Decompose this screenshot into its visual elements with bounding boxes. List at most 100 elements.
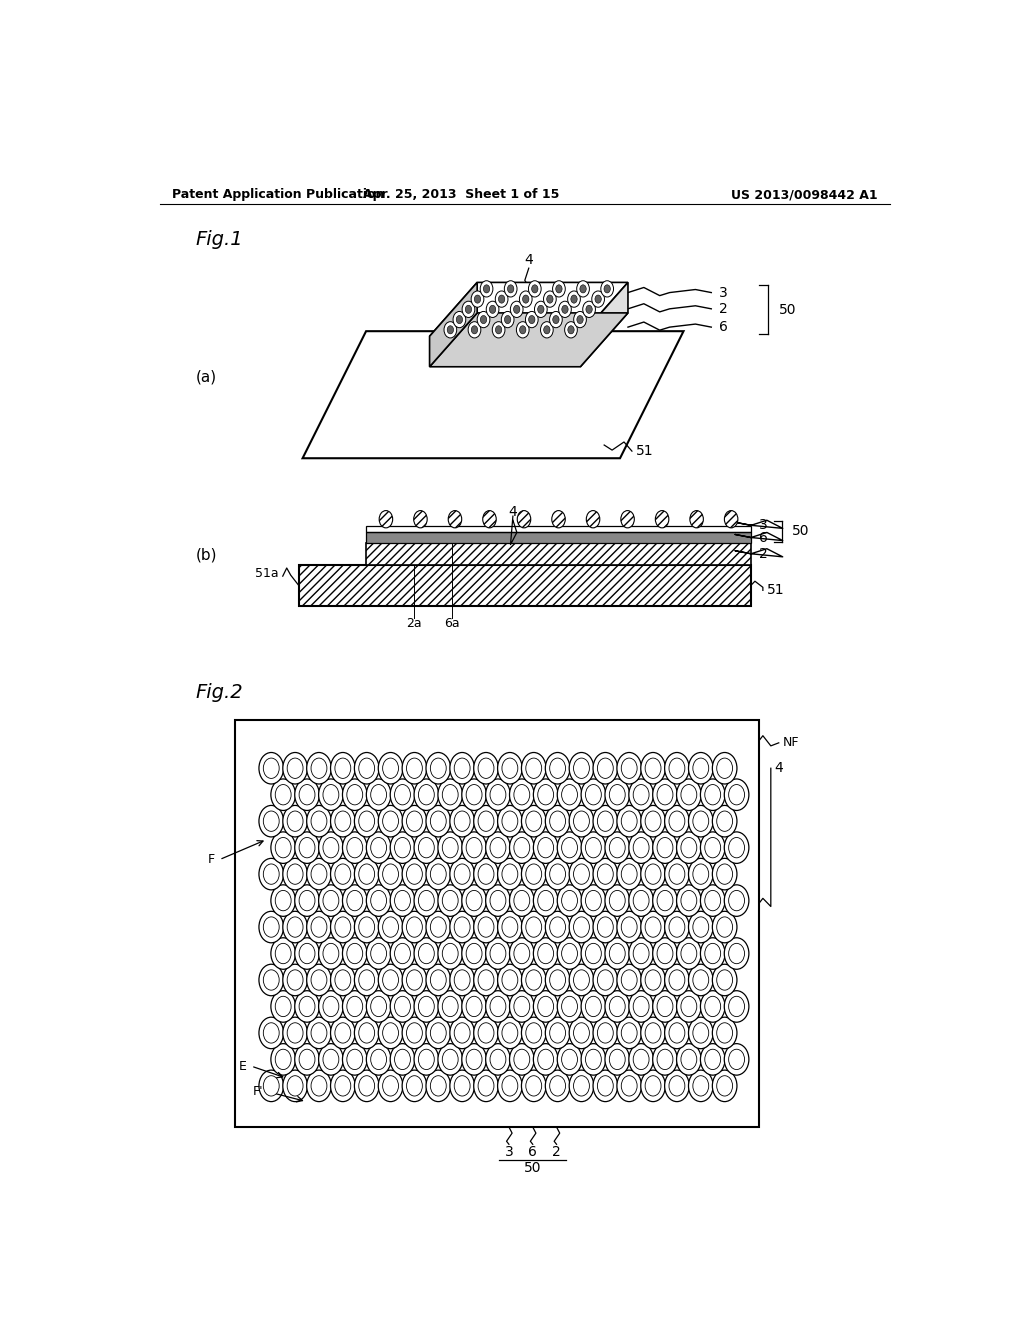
Text: (a): (a) (196, 370, 217, 384)
Circle shape (419, 837, 434, 858)
Circle shape (633, 837, 649, 858)
Circle shape (717, 917, 732, 937)
Circle shape (641, 752, 666, 784)
Circle shape (729, 944, 744, 964)
Circle shape (354, 858, 379, 890)
Circle shape (665, 1018, 689, 1048)
Circle shape (622, 917, 637, 937)
Bar (367, 532, 751, 543)
Circle shape (462, 991, 486, 1022)
Circle shape (605, 832, 630, 863)
Circle shape (407, 810, 422, 832)
Circle shape (323, 944, 339, 964)
Text: 3: 3 (759, 519, 768, 532)
Circle shape (295, 1044, 319, 1076)
Circle shape (442, 944, 458, 964)
Circle shape (581, 884, 606, 916)
Circle shape (669, 810, 685, 832)
Circle shape (414, 937, 438, 969)
Circle shape (371, 891, 387, 911)
Circle shape (652, 991, 677, 1022)
Circle shape (573, 865, 590, 884)
Circle shape (486, 301, 499, 318)
Text: US 2013/0098442 A1: US 2013/0098442 A1 (731, 189, 878, 202)
Circle shape (546, 911, 570, 942)
Circle shape (383, 970, 398, 990)
Text: 2: 2 (552, 1146, 561, 1159)
Circle shape (371, 837, 387, 858)
Circle shape (478, 917, 494, 937)
Circle shape (498, 858, 522, 890)
Circle shape (342, 884, 367, 916)
Circle shape (622, 1023, 637, 1043)
Circle shape (354, 752, 379, 784)
Circle shape (430, 865, 446, 884)
Circle shape (430, 810, 446, 832)
Circle shape (390, 832, 415, 863)
Circle shape (299, 944, 315, 964)
Circle shape (347, 944, 362, 964)
Circle shape (490, 837, 506, 858)
Circle shape (502, 970, 518, 990)
Circle shape (717, 1076, 732, 1096)
Circle shape (550, 1076, 565, 1096)
Circle shape (641, 805, 666, 837)
Circle shape (367, 884, 391, 916)
Circle shape (700, 1044, 725, 1076)
Circle shape (283, 911, 307, 942)
Circle shape (311, 810, 327, 832)
Circle shape (693, 1023, 709, 1043)
Circle shape (564, 322, 578, 338)
Circle shape (705, 997, 721, 1016)
Circle shape (259, 911, 284, 942)
Circle shape (489, 305, 496, 313)
Circle shape (717, 970, 732, 990)
Circle shape (462, 301, 475, 318)
Circle shape (652, 832, 677, 863)
Circle shape (335, 970, 351, 990)
Circle shape (713, 1071, 737, 1102)
Circle shape (414, 511, 427, 528)
Circle shape (287, 865, 303, 884)
Circle shape (502, 312, 514, 327)
Circle shape (430, 917, 446, 937)
Circle shape (271, 779, 296, 810)
Circle shape (466, 891, 482, 911)
Circle shape (407, 970, 422, 990)
Circle shape (521, 752, 546, 784)
Circle shape (485, 884, 510, 916)
Circle shape (478, 810, 494, 832)
Circle shape (629, 1044, 653, 1076)
Text: 4: 4 (775, 762, 783, 775)
Circle shape (331, 964, 355, 995)
Circle shape (705, 837, 721, 858)
Circle shape (490, 1049, 506, 1069)
Circle shape (295, 991, 319, 1022)
Circle shape (633, 944, 649, 964)
Circle shape (516, 322, 529, 338)
Circle shape (442, 997, 458, 1016)
Text: F: F (208, 853, 215, 866)
Circle shape (729, 784, 744, 805)
Circle shape (295, 884, 319, 916)
Circle shape (693, 758, 709, 779)
Circle shape (557, 937, 582, 969)
Circle shape (581, 937, 606, 969)
Circle shape (430, 758, 446, 779)
Circle shape (331, 858, 355, 890)
Circle shape (586, 784, 601, 805)
Circle shape (259, 964, 284, 995)
Circle shape (525, 1076, 542, 1096)
Circle shape (367, 937, 391, 969)
Circle shape (569, 805, 594, 837)
Circle shape (569, 911, 594, 942)
Circle shape (275, 837, 291, 858)
Circle shape (490, 944, 506, 964)
Circle shape (335, 1076, 351, 1096)
Circle shape (586, 1049, 601, 1069)
Circle shape (394, 891, 411, 911)
Circle shape (713, 858, 737, 890)
Circle shape (593, 1018, 617, 1048)
Circle shape (519, 326, 526, 334)
Circle shape (342, 832, 367, 863)
